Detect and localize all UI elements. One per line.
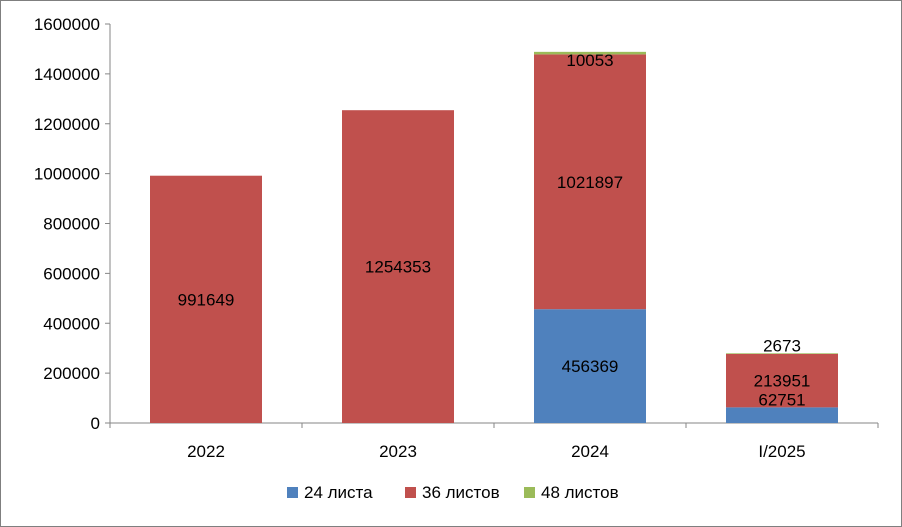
data-label: 456369 xyxy=(562,357,619,376)
y-tick-label: 1000000 xyxy=(34,165,100,184)
data-label: 1254353 xyxy=(365,258,431,277)
data-label: 10053 xyxy=(566,51,613,70)
x-tick-label: I/2025 xyxy=(758,442,805,461)
bars xyxy=(150,51,838,424)
legend-item: 36 листов xyxy=(405,483,500,502)
legend-swatch xyxy=(287,487,298,498)
data-labels: 991649 1254353 456369 1021897 10053 627512139… xyxy=(178,51,811,410)
x-tick-label: 2022 xyxy=(187,442,225,461)
legend-label: 24 листа xyxy=(304,483,373,502)
bar-segment xyxy=(150,175,262,423)
legend-label: 36 листов xyxy=(422,483,500,502)
legend: 24 листа 36 листов 48 листов xyxy=(287,483,619,502)
y-tick-label: 400000 xyxy=(43,314,100,333)
x-tick-label: 2023 xyxy=(379,442,417,461)
legend-label: 48 листов xyxy=(541,483,619,502)
bar-segment xyxy=(534,51,646,55)
y-tick-label: 200000 xyxy=(43,364,100,383)
y-tick-label: 600000 xyxy=(43,264,100,283)
y-ticks: 0 200000 400000 600000 800000 1000000 1200000 1… xyxy=(34,15,110,433)
y-tick-label: 1200000 xyxy=(34,115,100,134)
data-label: 991649 xyxy=(178,290,235,309)
bar-segment xyxy=(342,110,454,424)
legend-item: 24 листа xyxy=(287,483,373,502)
y-tick-label: 1400000 xyxy=(34,65,100,84)
data-label: 2673 xyxy=(763,336,801,355)
y-tick-label: 0 xyxy=(91,414,100,433)
x-tick-label: 2024 xyxy=(571,442,609,461)
bar-segment xyxy=(726,353,838,354)
bar-segment xyxy=(726,353,838,408)
legend-item: 48 листов xyxy=(524,483,619,502)
data-label: 1021897 xyxy=(557,173,623,192)
bar-segment xyxy=(534,309,646,423)
legend-swatch xyxy=(405,487,416,498)
data-label: 213951 xyxy=(754,372,811,391)
y-tick-label: 800000 xyxy=(43,215,100,234)
x-ticks: 2022 2023 2024 I/2025 xyxy=(109,423,879,461)
bar-segment xyxy=(726,407,838,423)
data-label: 62751 xyxy=(758,390,805,409)
y-tick-label: 1600000 xyxy=(34,15,100,34)
bar-segment xyxy=(534,54,646,310)
legend-swatch xyxy=(524,487,535,498)
